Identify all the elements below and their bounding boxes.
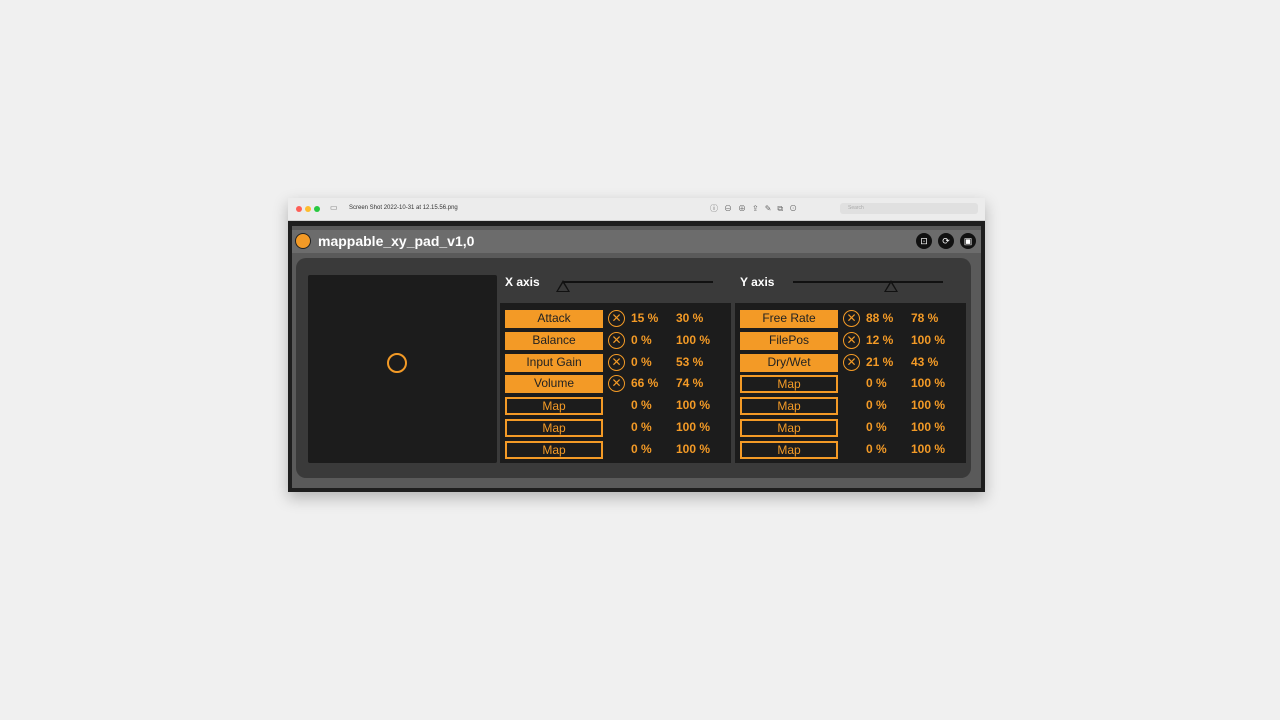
range-min[interactable]: 21 % — [866, 354, 894, 369]
range-max[interactable]: 100 % — [911, 332, 946, 347]
range-min[interactable]: 0 % — [631, 332, 652, 347]
map-button[interactable]: Map — [505, 419, 603, 437]
unmap-icon[interactable]: ✕ — [608, 353, 625, 371]
unmap-icon[interactable]: ✕ — [843, 353, 860, 371]
range-min[interactable]: 15 % — [631, 311, 659, 325]
mapping-row: Volume ✕ 66 % 74 % — [505, 375, 731, 394]
unmap-icon[interactable]: ✕ — [608, 331, 625, 349]
map-button[interactable]: Map — [740, 440, 838, 459]
range-min[interactable]: 0 % — [866, 441, 887, 456]
y-axis-slider[interactable] — [793, 280, 943, 292]
range-min[interactable]: 0 % — [631, 441, 652, 456]
range-max[interactable]: 30 % — [676, 311, 704, 325]
range-min[interactable]: 0 % — [866, 398, 887, 413]
unmap-icon[interactable]: ✕ — [843, 310, 860, 327]
save-icon[interactable]: ▣ — [960, 233, 976, 249]
map-button[interactable]: Map — [505, 440, 603, 459]
range-min[interactable]: 0 % — [866, 376, 887, 391]
mapping-row: Dry/Wet ✕ 21 % 43 % — [740, 353, 966, 372]
unmap-icon[interactable]: ✕ — [608, 310, 625, 327]
range-min[interactable]: 12 % — [866, 332, 894, 347]
range-max[interactable]: 78 % — [911, 311, 939, 325]
range-max[interactable]: 100 % — [911, 376, 946, 391]
mapping-row: Map 0 % 100 % — [505, 419, 731, 437]
mapping-row: Map 0 % 100 % — [740, 419, 966, 437]
mapping-row: Map 0 % 100 % — [740, 397, 966, 416]
device: mappable_xy_pad_v1,0 ⊡ ⟳ ▣ X axis Y axis… — [292, 226, 981, 488]
minimize-button[interactable] — [305, 206, 311, 212]
device-header: mappable_xy_pad_v1,0 ⊡ ⟳ ▣ — [292, 230, 981, 253]
window-title: Screen Shot 2022-10-31 at 12.15.56.png — [349, 205, 458, 211]
map-button[interactable]: Map — [740, 397, 838, 416]
device-body: X axis Y axis Attack ✕ 15 % 30 % Balance ✕ 0 %… — [296, 258, 971, 478]
range-max[interactable]: 100 % — [676, 332, 711, 347]
range-max[interactable]: 74 % — [676, 376, 704, 391]
zoom-button[interactable] — [314, 206, 320, 212]
range-min[interactable]: 0 % — [631, 420, 652, 434]
range-max[interactable]: 100 % — [676, 420, 711, 434]
unmap-icon[interactable]: ✕ — [843, 331, 860, 349]
mapping-row: Balance ✕ 0 % 100 % — [505, 331, 731, 350]
x-axis-slider[interactable] — [556, 280, 713, 292]
toolbar-icons[interactable]: ⓘ⊖⊕⇪✎⧉⊙ — [710, 204, 804, 213]
y-mapping-panel: Free Rate ✕ 88 % 78 % FilePos ✕ 12 % 100 % Dry/W… — [735, 303, 966, 463]
device-title: mappable_xy_pad_v1,0 — [318, 233, 475, 249]
map-button[interactable]: Volume — [505, 375, 603, 394]
range-min[interactable]: 0 % — [866, 420, 887, 434]
range-min[interactable]: 0 % — [631, 398, 652, 413]
sidebar-toggle-icon[interactable]: ▭ — [330, 203, 338, 212]
range-min[interactable]: 88 % — [866, 311, 894, 325]
y-axis-label: Y axis — [740, 275, 775, 289]
close-button[interactable] — [296, 206, 302, 212]
map-button[interactable]: Dry/Wet — [740, 353, 838, 372]
mapping-row: Free Rate ✕ 88 % 78 % — [740, 310, 966, 328]
mapping-row: Attack ✕ 15 % 30 % — [505, 310, 731, 328]
mapping-row: Map 0 % 100 % — [505, 440, 731, 459]
map-button[interactable]: Map — [740, 375, 838, 394]
search-input[interactable]: Search — [840, 203, 978, 214]
y-slider-thumb[interactable] — [883, 280, 898, 292]
map-button[interactable]: Attack — [505, 310, 603, 328]
range-min[interactable]: 0 % — [631, 354, 652, 369]
mapping-row: Map 0 % 100 % — [740, 375, 966, 394]
xy-pad[interactable] — [308, 275, 497, 463]
map-button[interactable]: Map — [740, 419, 838, 437]
mapping-row: Input Gain ✕ 0 % 53 % — [505, 353, 731, 372]
range-max[interactable]: 43 % — [911, 354, 939, 369]
device-power-button[interactable] — [295, 233, 311, 249]
range-max[interactable]: 53 % — [676, 354, 704, 369]
range-max[interactable]: 100 % — [911, 441, 946, 456]
preview-window: ▭ Screen Shot 2022-10-31 at 12.15.56.png… — [288, 198, 985, 492]
range-max[interactable]: 100 % — [676, 441, 711, 456]
range-max[interactable]: 100 % — [911, 398, 946, 413]
xy-cursor[interactable] — [387, 353, 407, 373]
range-max[interactable]: 100 % — [911, 420, 946, 434]
x-axis-label: X axis — [505, 275, 540, 289]
range-max[interactable]: 100 % — [676, 398, 711, 413]
mapping-row: Map 0 % 100 % — [505, 397, 731, 416]
refresh-icon[interactable]: ⟳ — [938, 233, 954, 249]
map-button[interactable]: FilePos — [740, 331, 838, 350]
unmap-icon[interactable]: ✕ — [608, 375, 625, 393]
window-titlebar: ▭ Screen Shot 2022-10-31 at 12.15.56.png… — [288, 198, 985, 221]
mapping-row: FilePos ✕ 12 % 100 % — [740, 331, 966, 350]
map-button[interactable]: Free Rate — [740, 310, 838, 328]
map-button[interactable]: Input Gain — [505, 353, 603, 372]
x-mapping-panel: Attack ✕ 15 % 30 % Balance ✕ 0 % 100 % Input Gai… — [500, 303, 731, 463]
mapping-row: Map 0 % 100 % — [740, 440, 966, 459]
range-min[interactable]: 66 % — [631, 376, 659, 391]
fold-icon[interactable]: ⊡ — [916, 233, 932, 249]
map-button[interactable]: Balance — [505, 331, 603, 350]
map-button[interactable]: Map — [505, 397, 603, 416]
x-slider-thumb[interactable] — [556, 280, 570, 292]
